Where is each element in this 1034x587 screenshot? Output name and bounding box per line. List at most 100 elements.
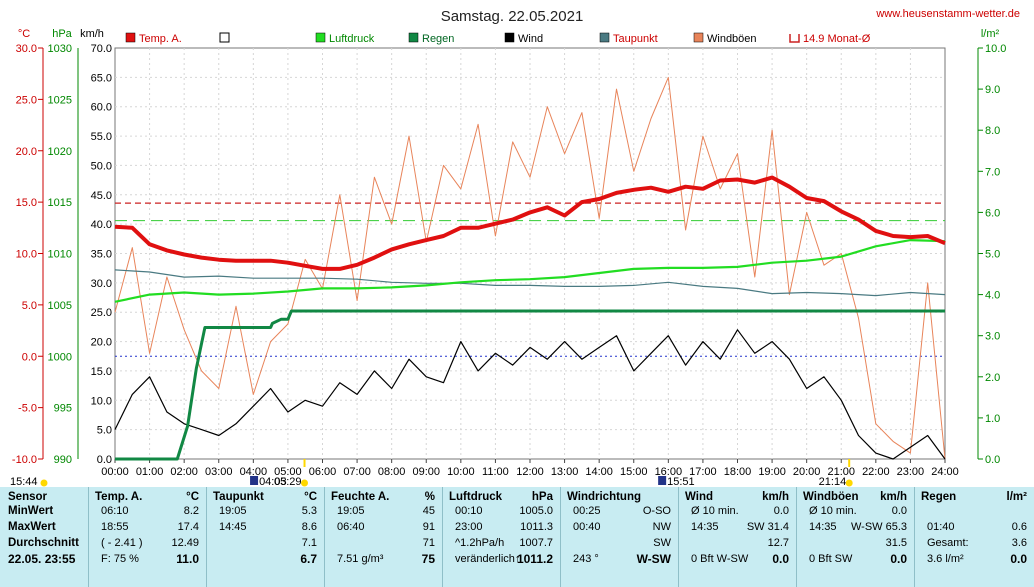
stats-value: 1011.2 <box>516 552 553 566</box>
rain-tick-label: 8.0 <box>985 125 1000 137</box>
stats-value: SW 31.4 <box>746 521 789 533</box>
rain-tick-label: 7.0 <box>985 166 1000 178</box>
rain-tick-label: 5.0 <box>985 249 1000 261</box>
legend-label: Temp. A. <box>139 33 182 45</box>
chart-grid <box>114 47 946 460</box>
chart-series <box>114 76 946 461</box>
stats-value: NW <box>652 521 671 533</box>
x-tick-label: 23:00 <box>897 466 925 478</box>
wind-tick-label: 25.0 <box>91 307 112 319</box>
stats-unit: km/h <box>880 491 907 503</box>
rain-tick-label: 2.0 <box>985 372 1000 384</box>
x-tick-label: 06:00 <box>309 466 337 478</box>
x-tick-label: 07:00 <box>343 466 371 478</box>
wind-tick-label: 40.0 <box>91 219 112 231</box>
legend-swatch <box>315 32 326 43</box>
pressure-tick-label: 995 <box>54 403 72 415</box>
legend-label: Taupunkt <box>613 33 658 45</box>
wind-tick-label: 50.0 <box>91 160 112 172</box>
x-tick-label: 15:00 <box>620 466 648 478</box>
stats-column-windrichtung: Windrichtung 00:25 O-SO 00:40 NW SW 243 ° W-SW <box>560 487 679 587</box>
wind-tick-label: 65.0 <box>91 72 112 84</box>
chart-title: Samstag. 22.05.2021 <box>441 8 584 25</box>
x-tick-label: 03:00 <box>205 466 233 478</box>
stats-unit: °C <box>304 491 317 503</box>
stats-value: 1007.7 <box>519 537 553 549</box>
sunrise-label: 05:29 <box>274 476 302 487</box>
wind-tick-label: 20.0 <box>91 337 112 349</box>
legend-swatch <box>219 32 230 43</box>
stats-value: 3.6 <box>1011 537 1027 549</box>
stats-header: Feuchte A. <box>331 491 390 503</box>
moon-marker-2-icon <box>658 476 667 485</box>
x-tick-label: 09:00 <box>412 466 440 478</box>
stats-note: veränderlich↑ <box>455 553 521 565</box>
stats-note: 0 Bft W-SW <box>691 553 749 565</box>
temp-tick-label: 15.0 <box>16 197 37 209</box>
pressure-tick-label: 1010 <box>48 249 72 261</box>
stats-value: 11.0 <box>176 552 199 566</box>
x-tick-label: 22:00 <box>862 466 890 478</box>
stats-value: O-SO <box>642 505 671 517</box>
rain-tick-label: 0.0 <box>985 454 1000 466</box>
legend-swatch <box>408 32 419 43</box>
legend-label: 14.9 Monat-Ø <box>803 33 871 45</box>
stats-note: 14:35 <box>691 521 719 533</box>
stats-value: 0.0 <box>891 505 907 517</box>
kmh-unit-label: km/h <box>80 28 104 40</box>
stats-note: F: 75 % <box>101 553 139 565</box>
rain-unit-label: l/m² <box>981 28 1000 40</box>
pressure-tick-label: 1015 <box>48 197 72 209</box>
hpa-unit-label: hPa <box>52 28 72 40</box>
moon-marker-1-label: 04:03 <box>259 476 287 487</box>
stats-note: Gesamt: <box>927 537 969 549</box>
stats-header: Temp. A. <box>95 491 143 503</box>
pressure-tick-label: 1030 <box>48 43 72 55</box>
stats-value: 0.6 <box>1011 521 1027 533</box>
pressure-tick-label: 990 <box>54 454 72 466</box>
stats-value: 71 <box>422 537 435 549</box>
x-tick-label: 00:00 <box>101 466 129 478</box>
rain-tick-label: 1.0 <box>985 413 1000 425</box>
stats-note: Ø 10 min. <box>809 505 857 517</box>
statistics-table: Sensor MinWert MaxWert Durchschnitt 22.05. 2… <box>0 487 1034 587</box>
stats-value: 75 <box>421 552 435 566</box>
stats-column-regen: Regen l/m² 01:40 0.6 Gesamt: 3.6 3.6 l/m² 0.0 <box>914 487 1034 587</box>
stats-value: 7.1 <box>301 537 317 549</box>
wind-tick-label: 60.0 <box>91 102 112 114</box>
stats-value: 1011.3 <box>520 521 553 533</box>
wind-tick-label: 15.0 <box>91 366 112 378</box>
stats-note: 19:05 <box>219 505 247 517</box>
stats-note: 14:35 <box>809 521 837 533</box>
stats-note: 0 Bft SW <box>809 553 853 565</box>
stats-value: 8.2 <box>183 505 199 517</box>
stats-note: 3.6 l/m² <box>927 553 964 565</box>
stats-value: 0.0 <box>890 552 907 566</box>
rain-tick-label: 10.0 <box>985 43 1006 55</box>
stats-unit: hPa <box>531 491 553 503</box>
stats-value: W-SW 65.3 <box>850 521 907 533</box>
x-tick-label: 18:00 <box>724 466 752 478</box>
pressure-tick-label: 1005 <box>48 300 72 312</box>
stats-column-wind: Wind km/h Ø 10 min. 0.0 14:35 SW 31.4 12.7 0 Bf… <box>678 487 797 587</box>
legend-label: Luftdruck <box>329 33 375 45</box>
stats-header: Regen <box>921 491 957 503</box>
stats-row-label: MinWert <box>8 505 54 517</box>
x-tick-label: 08:00 <box>378 466 406 478</box>
stats-row-label: Durchschnitt <box>8 537 79 549</box>
series-regen-line <box>115 309 945 461</box>
stats-value: 91 <box>422 521 435 533</box>
stats-value: 5.3 <box>301 505 317 517</box>
temp-tick-label: 30.0 <box>16 43 37 55</box>
sunrise-icon <box>301 479 309 487</box>
website-link[interactable]: www.heusenstamm-wetter.de <box>875 8 1020 20</box>
temp-tick-label: 5.0 <box>22 300 37 312</box>
stats-unit: % <box>424 491 435 503</box>
stats-value: 12.7 <box>767 537 789 549</box>
temp-tick-label: 25.0 <box>16 94 37 106</box>
legend-swatch <box>693 32 704 43</box>
moon-marker-1-icon <box>250 476 259 485</box>
left-time-label: 15:44 <box>10 476 38 487</box>
legend-swatch <box>599 32 610 43</box>
stats-note: 00:25 <box>573 505 601 517</box>
